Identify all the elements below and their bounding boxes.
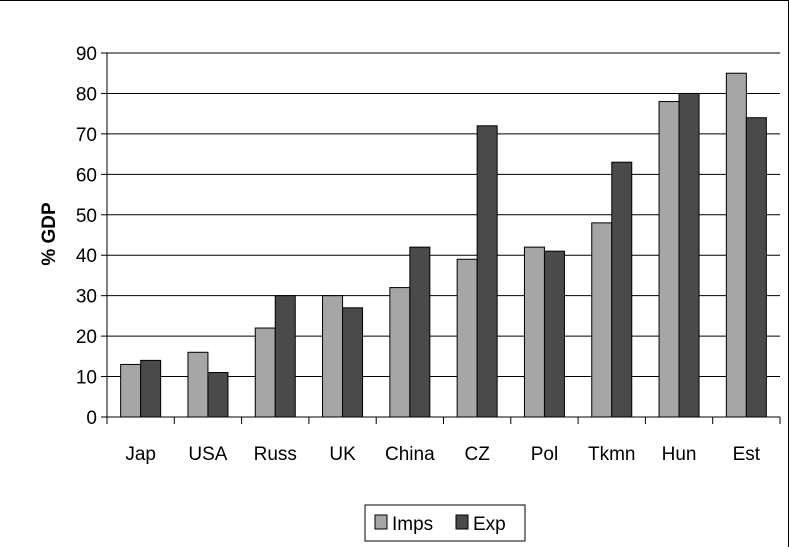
bar-exp-hun: [678, 92, 700, 418]
bar-imps-hun: [658, 101, 680, 418]
category-label: CZ: [464, 444, 490, 465]
bar-imps-tkmn: [591, 222, 613, 418]
legend-swatch-exp: [455, 514, 469, 530]
y-axis-label: % GDP: [39, 202, 60, 266]
bar-imps-jap: [120, 363, 142, 418]
y-tick-label: 60: [76, 165, 97, 186]
axes: [101, 52, 781, 424]
legend: Imps Exp: [364, 504, 526, 542]
bar-exp-russ: [274, 295, 296, 418]
bars: [120, 72, 767, 418]
legend-label-imps: Imps: [392, 514, 433, 535]
y-tick-label: 40: [76, 246, 97, 267]
bar-exp-cz: [476, 125, 498, 418]
y-tick-label: 20: [76, 327, 97, 348]
category-label: Est: [733, 444, 761, 465]
category-label: USA: [188, 444, 227, 465]
bar-imps-cz: [456, 258, 478, 418]
y-tick-label: 30: [76, 287, 97, 308]
grid-lines: [107, 52, 780, 378]
y-tick-label: 90: [76, 44, 97, 65]
bar-exp-usa: [207, 372, 229, 418]
bar-imps-pol: [523, 246, 545, 418]
legend-swatch-imps: [374, 514, 388, 530]
y-tick-label: 0: [86, 408, 97, 429]
bar-exp-tkmn: [611, 161, 633, 418]
tick-labels: 0 10 20 30 40 50 60 70 80 90: [76, 44, 97, 429]
bar-exp-uk: [342, 307, 364, 418]
bar-exp-china: [409, 246, 431, 418]
y-tick-label: 50: [76, 206, 97, 227]
category-labels: Jap USA Russ UK China CZ Pol Tkmn Hun Est: [125, 444, 760, 465]
category-label: China: [385, 444, 435, 465]
category-label: UK: [329, 444, 356, 465]
bar-exp-est: [745, 117, 767, 418]
bar-imps-china: [389, 287, 411, 418]
bar-imps-russ: [254, 327, 276, 418]
y-tick-label: 80: [76, 84, 97, 105]
category-label: Tkmn: [588, 444, 636, 465]
y-tick-label: 70: [76, 125, 97, 146]
bar-exp-pol: [543, 250, 565, 418]
bar-imps-est: [725, 72, 747, 418]
category-label: Hun: [662, 444, 697, 465]
bar-imps-usa: [187, 351, 209, 418]
category-label: Russ: [254, 444, 297, 465]
category-label: Jap: [125, 444, 156, 465]
legend-box: [364, 504, 526, 542]
bar-imps-uk: [322, 295, 344, 418]
bar-exp-jap: [140, 359, 162, 418]
legend-label-exp: Exp: [473, 514, 506, 535]
y-tick-label: 10: [76, 368, 97, 389]
category-label: Pol: [531, 444, 558, 465]
